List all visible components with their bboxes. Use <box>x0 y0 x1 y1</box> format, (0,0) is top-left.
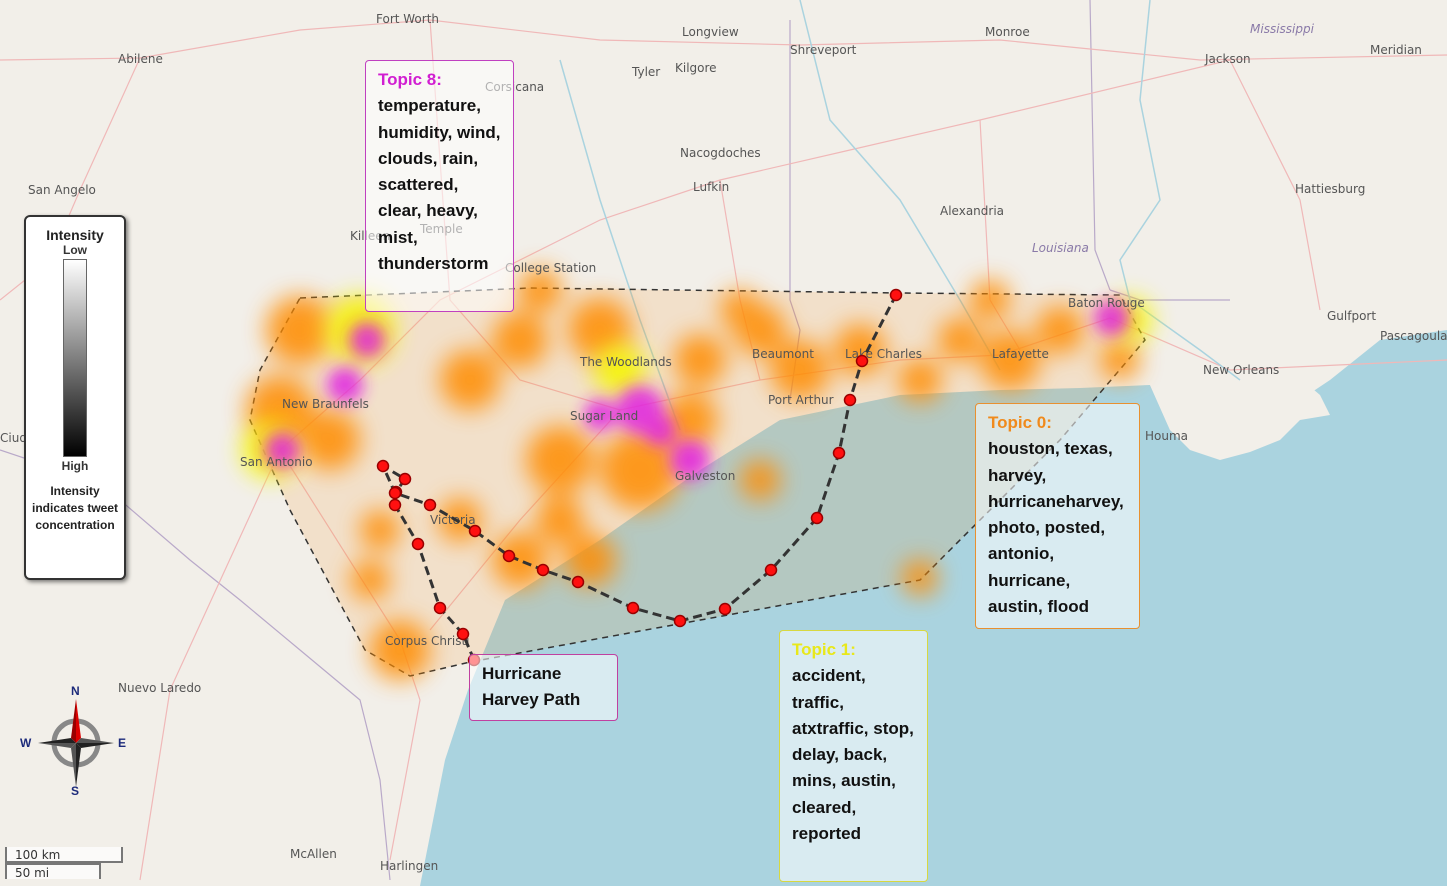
city-label: San Antonio <box>240 455 313 469</box>
compass-w: W <box>20 736 32 750</box>
scale-mi: 50 mi <box>5 863 101 880</box>
path-marker <box>855 354 869 368</box>
path-marker <box>411 537 425 551</box>
city-label: Gulfport <box>1327 309 1376 323</box>
path-marker <box>626 601 640 615</box>
topic-0-box: Topic 0: houston, texas, harvey, hurrica… <box>975 403 1140 629</box>
topic-0-title: Topic 0: <box>988 413 1052 432</box>
city-label: Victoria <box>430 513 476 527</box>
gulf-water <box>420 330 1447 886</box>
legend-note: Intensity indicates tweet concentration <box>31 484 119 532</box>
scale-km: 100 km <box>5 847 123 863</box>
city-label: Galveston <box>675 469 735 483</box>
city-label: Pascagoula <box>1380 329 1447 343</box>
compass-n: N <box>71 684 80 698</box>
tweet-heatmap <box>242 268 1152 680</box>
intensity-legend: Intensity Low High Intensity indicates t… <box>24 215 126 580</box>
city-label: Houma <box>1145 429 1188 443</box>
city-label: Hattiesburg <box>1295 182 1365 196</box>
topic-8-title: Topic 8: <box>378 70 442 89</box>
path-marker <box>423 498 437 512</box>
compass-e: E <box>118 736 126 750</box>
city-label: Kilgore <box>675 61 717 75</box>
topic-8-words: temperature, humidity, wind, clouds, rai… <box>378 96 501 274</box>
city-label: Abilene <box>118 52 163 66</box>
path-marker <box>398 472 412 486</box>
path-marker <box>468 524 482 538</box>
topic-1-box: Topic 1: accident, traffic, atxtraffic, … <box>779 630 928 882</box>
delta-land <box>1150 372 1330 460</box>
path-marker <box>764 563 778 577</box>
city-label: Baton Rouge <box>1068 296 1145 310</box>
hurricane-path-markers <box>376 288 903 667</box>
topic-0-words: houston, texas, harvey, hurricaneharvey,… <box>988 439 1124 617</box>
path-marker <box>388 498 402 512</box>
path-marker <box>673 614 687 628</box>
city-label: Tyler <box>631 65 660 79</box>
city-label: College Station <box>505 261 596 275</box>
city-label: Alexandria <box>940 204 1004 218</box>
hurricane-path-line <box>379 294 898 661</box>
path-marker <box>502 549 516 563</box>
city-label: Port Arthur <box>768 393 834 407</box>
city-label: The Woodlands <box>579 355 672 369</box>
city-label: Fort Worth <box>376 12 439 26</box>
city-label: Longview <box>682 25 739 39</box>
legend-low-label: Low <box>63 243 87 257</box>
path-marker <box>571 575 585 589</box>
legend-gradient-bar <box>63 259 87 457</box>
hurricane-path-label: Hurricane Harvey Path <box>469 654 618 721</box>
city-label: Nacogdoches <box>680 146 761 160</box>
city-label: New Braunfels <box>282 397 369 411</box>
city-label: Jackson <box>1204 52 1251 66</box>
topic-1-title: Topic 1: <box>792 640 856 659</box>
city-label: Lafayette <box>992 347 1049 361</box>
path-marker <box>536 563 550 577</box>
state-label: Mississippi <box>1250 22 1315 36</box>
legend-title: Intensity <box>46 227 104 243</box>
path-marker <box>810 511 824 525</box>
state-label: Louisiana <box>1032 241 1089 255</box>
path-marker <box>889 288 903 302</box>
city-label: Shreveport <box>790 43 857 57</box>
hurricane-path-text: Hurricane Harvey Path <box>482 664 581 710</box>
city-label: Corpus Christi <box>385 634 470 648</box>
city-label: Nuevo Laredo <box>118 681 201 695</box>
city-label: New Orleans <box>1203 363 1279 377</box>
scale-bar: 100 km 50 mi <box>5 847 123 880</box>
city-label: Meridian <box>1370 43 1422 57</box>
compass-s: S <box>71 784 79 798</box>
compass-rose-icon: N S E W <box>20 684 126 798</box>
city-label: Monroe <box>985 25 1030 39</box>
path-marker <box>843 393 857 407</box>
city-label: McAllen <box>290 847 337 861</box>
path-marker <box>718 602 732 616</box>
city-label: Sugar Land <box>570 409 638 423</box>
path-marker <box>433 601 447 615</box>
city-label: San Angelo <box>28 183 96 197</box>
path-marker <box>456 627 470 641</box>
path-marker <box>376 459 390 473</box>
city-label: Lufkin <box>693 180 729 194</box>
city-label: Beaumont <box>752 347 814 361</box>
legend-high-label: High <box>61 459 89 473</box>
city-label: Harlingen <box>380 859 438 873</box>
path-marker <box>388 486 402 500</box>
topic-1-words: accident, traffic, atxtraffic, stop, del… <box>792 666 914 844</box>
path-marker <box>832 446 846 460</box>
topic-8-box: Topic 8: temperature, humidity, wind, cl… <box>365 60 514 312</box>
